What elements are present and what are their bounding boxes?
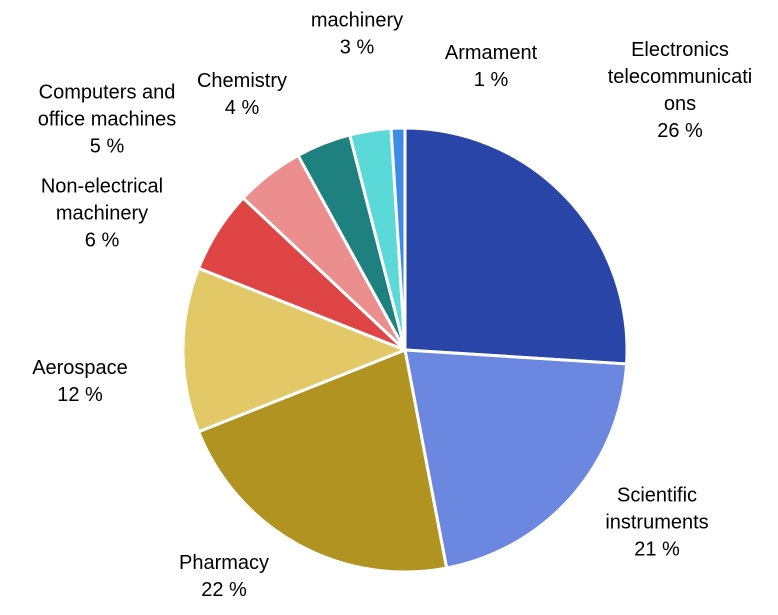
data-label-line: 6 % bbox=[85, 229, 120, 251]
data-label-chemistry: Chemistry 4 % bbox=[197, 70, 287, 119]
data-label-non-electrical-machinery: Non-electrical machinery 6 % bbox=[41, 175, 163, 251]
data-label-line: Non-electrical bbox=[41, 175, 163, 197]
pie-slices bbox=[181, 126, 629, 574]
pie-slice-electronics-telecommunications bbox=[403, 126, 629, 366]
data-label-line: 22 % bbox=[201, 579, 247, 601]
data-label-line: machinery bbox=[311, 9, 403, 31]
data-label-scientific-instruments: Scientific instruments 21 % bbox=[605, 484, 708, 560]
data-label-computers-and-office-machines: Computers and office machines 5 % bbox=[38, 81, 177, 157]
data-label-line: Computers and bbox=[39, 81, 176, 103]
data-label-armament: Armament 1 % bbox=[445, 42, 538, 91]
data-label-line: 26 % bbox=[657, 120, 703, 142]
data-label-electronics-telecommunications: Electronics telecommunicati ons 26 % bbox=[608, 39, 753, 142]
data-label-line: Electrical bbox=[316, 0, 397, 4]
data-label-line: 1 % bbox=[474, 69, 509, 91]
pie-slice-aerospace bbox=[181, 266, 407, 434]
data-label-line: 5 % bbox=[90, 135, 125, 157]
pie-slice-armament bbox=[389, 126, 407, 352]
data-label-line: Chemistry bbox=[197, 70, 287, 92]
pie-slice-scientific-instruments bbox=[403, 348, 629, 570]
data-label-line: 3 % bbox=[340, 36, 375, 58]
data-label-pharmacy: Pharmacy 22 % bbox=[179, 552, 269, 601]
data-label-electrical-machinery: Electrical machinery 3 % bbox=[311, 0, 403, 58]
data-label-aerospace: Aerospace 12 % bbox=[32, 357, 128, 406]
data-label-line: instruments bbox=[605, 511, 708, 533]
data-label-line: ons bbox=[664, 93, 696, 115]
data-label-line: Electronics bbox=[631, 39, 729, 61]
data-label-line: telecommunicati bbox=[608, 66, 753, 88]
data-label-line: Pharmacy bbox=[179, 552, 269, 574]
pie-labels: Electronics telecommunicati ons 26 % Scienti… bbox=[32, 0, 752, 601]
data-label-line: Scientific bbox=[617, 484, 697, 506]
data-label-line: Armament bbox=[445, 42, 538, 64]
data-label-line: 12 % bbox=[57, 384, 103, 406]
data-label-line: office machines bbox=[38, 108, 177, 130]
data-label-line: Aerospace bbox=[32, 357, 128, 379]
pie-slice-pharmacy bbox=[197, 348, 449, 574]
data-label-line: machinery bbox=[56, 202, 148, 224]
data-label-line: 21 % bbox=[634, 538, 680, 560]
data-label-line: 4 % bbox=[225, 97, 260, 119]
